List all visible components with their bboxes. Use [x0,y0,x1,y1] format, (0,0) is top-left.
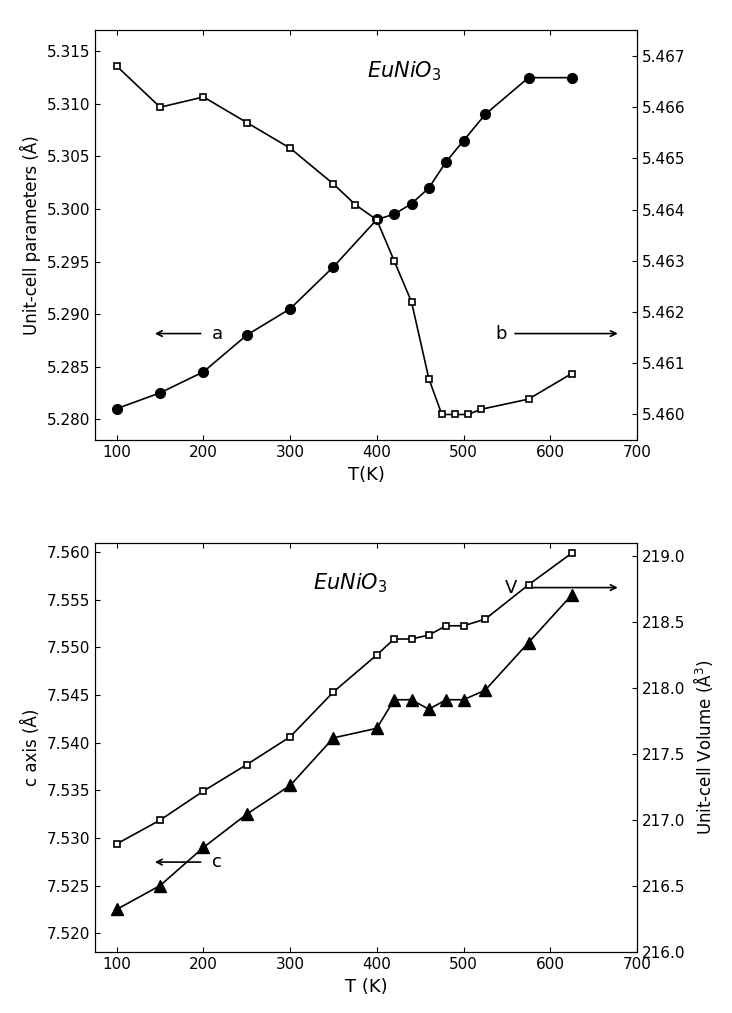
Text: EuNiO$_3$: EuNiO$_3$ [313,571,387,595]
Text: EuNiO$_3$: EuNiO$_3$ [367,59,441,83]
Y-axis label: c axis (Å): c axis (Å) [22,709,41,786]
Text: a: a [212,324,223,342]
Text: b: b [496,324,507,342]
X-axis label: T(K): T(K) [348,466,384,483]
X-axis label: T (K): T (K) [345,978,387,996]
Y-axis label: Unit-cell parameters (Å): Unit-cell parameters (Å) [20,136,41,335]
Text: V: V [505,578,518,597]
Text: c: c [212,853,222,871]
Y-axis label: Unit-cell Volume (Å$^3$): Unit-cell Volume (Å$^3$) [691,659,714,835]
